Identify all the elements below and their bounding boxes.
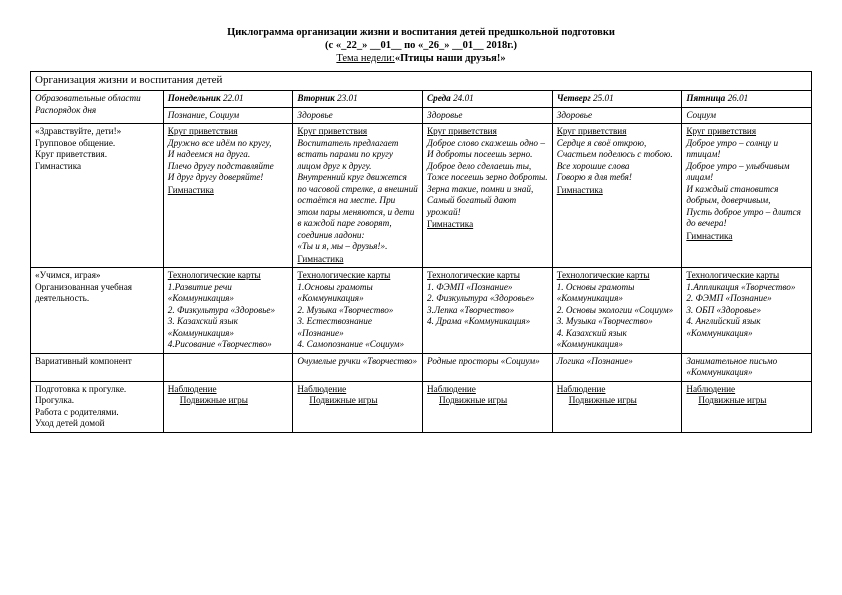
- day-head-1: Вторник 23.01: [293, 91, 423, 108]
- row1-c3: Круг приветствия Сердце я своё открою, С…: [552, 124, 682, 268]
- row1-c4: Круг приветствия Доброе утро – солнцу и …: [682, 124, 812, 268]
- row2-c4: Технологические карты 1.Аппликация «Твор…: [682, 268, 812, 354]
- row2-c0: Технологические карты 1.Развитие речи «К…: [163, 268, 293, 354]
- title-line1: Циклограмма организации жизни и воспитан…: [30, 26, 812, 39]
- row1-c1: Круг приветствия Воспитатель предлагает …: [293, 124, 423, 268]
- row3-c1: Очумелые ручки «Творчество»: [293, 353, 423, 381]
- title-line3: Тема недели:«Птицы наши друзья!»: [30, 52, 812, 65]
- row4-c0: Наблюдение Подвижные игры: [163, 381, 293, 432]
- week-theme-value: «Птицы наши друзья!»: [395, 53, 506, 64]
- day-sub-2: Здоровье: [423, 107, 553, 124]
- row-variative: Вариативный компонент Очумелые ручки «Тв…: [31, 353, 812, 381]
- day-head-2: Среда 24.01: [423, 91, 553, 108]
- row3-c0: [163, 353, 293, 381]
- table-caption: Организация жизни и воспитания детей: [31, 72, 812, 91]
- row3-c3: Логика «Познание»: [552, 353, 682, 381]
- areas-label: Образовательные области: [35, 93, 141, 103]
- row2-c3: Технологические карты 1. Основы грамоты …: [552, 268, 682, 354]
- row-tech: «Учимся, играя» Организованная учебная д…: [31, 268, 812, 354]
- day-sub-1: Здоровье: [293, 107, 423, 124]
- day-sub-4: Социум: [682, 107, 812, 124]
- row1-label: «Здравствуйте, дети!» Групповое общение.…: [31, 124, 164, 268]
- row4-c1: Наблюдение Подвижные игры: [293, 381, 423, 432]
- day-head-0: Понедельник 22.01: [163, 91, 293, 108]
- row3-c2: Родные просторы «Социум»: [423, 353, 553, 381]
- row2-label: «Учимся, играя» Организованная учебная д…: [31, 268, 164, 354]
- row4-c2: Наблюдение Подвижные игры: [423, 381, 553, 432]
- schedule-table: Организация жизни и воспитания детей Обр…: [30, 71, 812, 432]
- row1-c2: Круг приветствия Доброе слово скажешь од…: [423, 124, 553, 268]
- row2-c2: Технологические карты 1. ФЭМП «Познание»…: [423, 268, 553, 354]
- week-theme-label: Тема недели:: [336, 53, 394, 64]
- row-walk: Подготовка к прогулке. Прогулка. Работа …: [31, 381, 812, 432]
- row4-label: Подготовка к прогулке. Прогулка. Работа …: [31, 381, 164, 432]
- day-head-3: Четверг 25.01: [552, 91, 682, 108]
- day-sub-0: Познание, Социум: [163, 107, 293, 124]
- row4-c4: Наблюдение Подвижные игры: [682, 381, 812, 432]
- day-sub-3: Здоровье: [552, 107, 682, 124]
- row4-c3: Наблюдение Подвижные игры: [552, 381, 682, 432]
- row3-label: Вариативный компонент: [31, 353, 164, 381]
- row3-c4: Занимательное письмо «Коммуникация»: [682, 353, 812, 381]
- row2-c1: Технологические карты 1.Основы грамоты «…: [293, 268, 423, 354]
- title-line2: (с «_22_» __01__ по «_26_» __01__ 2018г.…: [30, 39, 812, 52]
- title-block: Циклограмма организации жизни и воспитан…: [30, 26, 812, 65]
- caption-row: Организация жизни и воспитания детей: [31, 72, 812, 91]
- day-head-4: Пятница 26.01: [682, 91, 812, 108]
- row-greeting: «Здравствуйте, дети!» Групповое общение.…: [31, 124, 812, 268]
- header-areas: Образовательные области Распорядок дня: [31, 91, 164, 124]
- routine-label: Распорядок дня: [35, 105, 96, 115]
- header-row: Образовательные области Распорядок дня П…: [31, 91, 812, 108]
- row1-c0: Круг приветствия Дружно все идём по круг…: [163, 124, 293, 268]
